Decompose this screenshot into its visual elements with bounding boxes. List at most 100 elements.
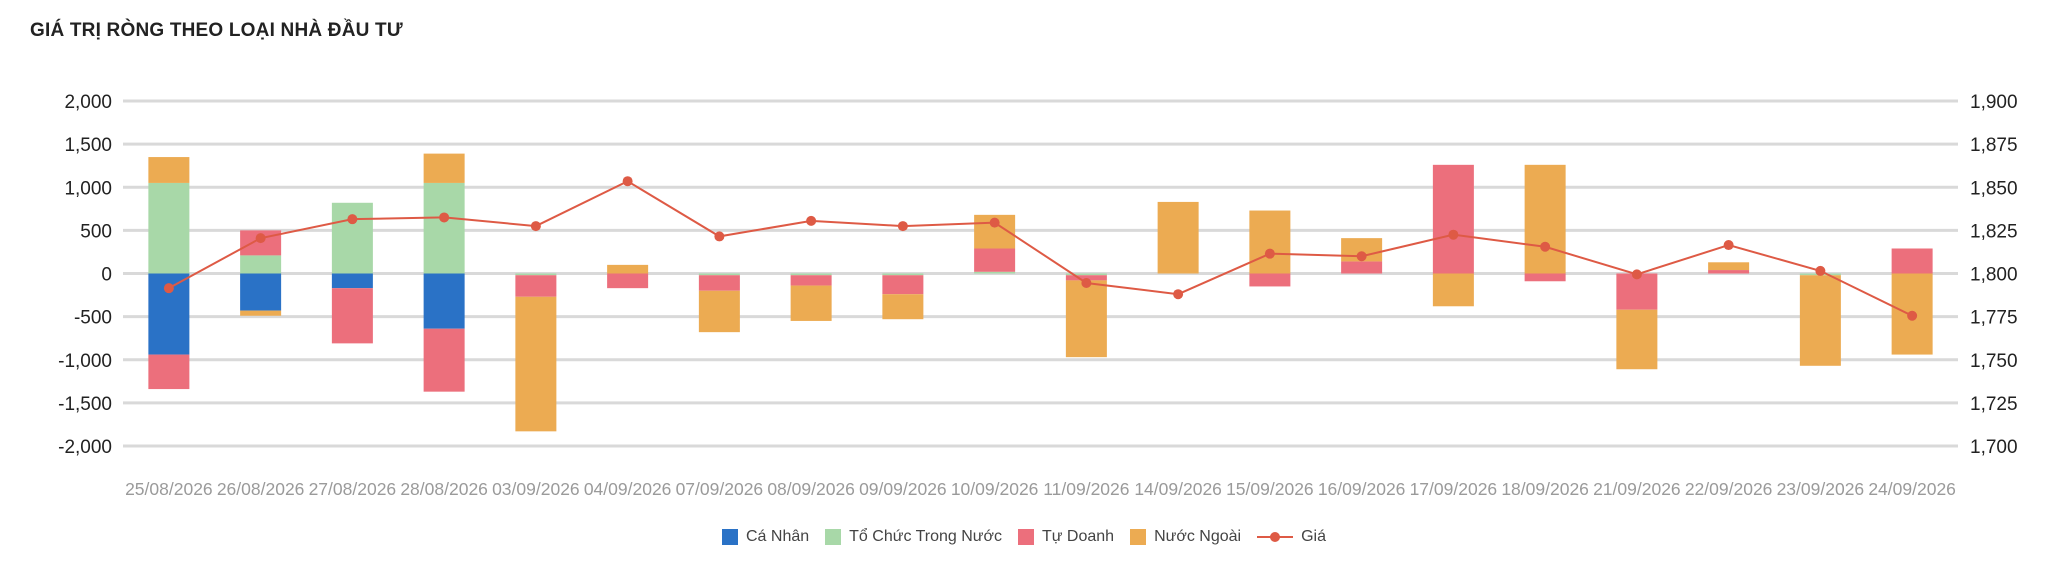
bar-segment — [423, 273, 465, 329]
bar-segment — [882, 273, 924, 276]
right-axis-tick-label: 1,900 — [1970, 92, 2018, 113]
right-axis-tick-label: 1,775 — [1970, 308, 2018, 329]
bar-segment — [882, 294, 924, 320]
x-axis-tick-label: 18/09/2026 — [1501, 479, 1589, 499]
bar-segment — [607, 273, 649, 289]
bar-segment — [1799, 275, 1841, 366]
x-axis-tick-label: 04/09/2026 — [584, 479, 672, 499]
price-point — [1081, 277, 1092, 288]
left-axis-tick-label: -2,000 — [58, 437, 112, 458]
left-axis-tick-label: 2,000 — [64, 92, 112, 113]
left-axis-tick-label: -1,500 — [58, 394, 112, 415]
x-axis-tick-label: 21/09/2026 — [1593, 479, 1681, 499]
bar-segment — [1249, 273, 1291, 287]
x-axis-tick-label: 03/09/2026 — [492, 479, 580, 499]
price-point — [1723, 240, 1734, 251]
left-y-axis: 2,000 1,500 1,000 500 0 -500 -1,000 -1,500 -2,00… — [58, 92, 112, 458]
price-point — [1448, 229, 1459, 240]
bar-segment — [148, 182, 190, 274]
legend-label: Tổ Chức Trong Nước — [849, 528, 1002, 545]
bar-segment — [148, 354, 190, 390]
x-axis-tick-label: 28/08/2026 — [400, 479, 488, 499]
legend-swatch-icon — [1018, 529, 1034, 545]
price-point — [1631, 269, 1642, 280]
price-point — [897, 221, 908, 232]
bar-segment — [423, 182, 465, 274]
price-line-path — [168, 180, 1913, 317]
legend-item[interactable]: Nước Ngoài — [1130, 528, 1241, 546]
x-axis-tick-label: 26/08/2026 — [217, 479, 305, 499]
bar-segment — [240, 255, 282, 274]
bar-segment — [1524, 273, 1566, 282]
legend-swatch-icon — [1130, 529, 1147, 545]
price-point — [1815, 265, 1826, 276]
right-axis-tick-label: 1,700 — [1970, 437, 2018, 458]
right-y-axis: 1,900 1,875 1,850 1,825 1,800 1,775 1,750 1,725… — [1970, 92, 2018, 458]
bar-segment — [882, 275, 924, 295]
right-axis-tick-label: 1,800 — [1970, 265, 2018, 286]
left-axis-tick-label: 1,000 — [64, 178, 112, 199]
price-point — [1356, 251, 1367, 262]
bar-segment — [515, 273, 557, 276]
x-axis-tick-label: 07/09/2026 — [676, 479, 764, 499]
x-axis-tick-label: 10/09/2026 — [951, 479, 1039, 499]
bar-segment — [1524, 164, 1566, 274]
bar-segment — [423, 153, 465, 183]
x-axis: 25/08/2026 26/08/2026 27/08/2026 28/08/2026… — [125, 479, 1956, 499]
bar-segment — [974, 271, 1016, 274]
bar-segment — [790, 273, 832, 276]
right-axis-tick-label: 1,875 — [1970, 135, 2018, 156]
bar-segment — [331, 273, 373, 289]
left-axis-tick-label: 500 — [80, 221, 112, 242]
gridlines — [123, 99, 1958, 448]
bar-segment — [1065, 273, 1107, 276]
left-axis-tick-label: 0 — [101, 265, 112, 286]
bar-segment — [1065, 275, 1107, 281]
bar-segment — [1708, 262, 1750, 271]
legend-item[interactable]: Tổ Chức Trong Nước — [825, 528, 1002, 546]
x-axis-tick-label: 22/09/2026 — [1685, 479, 1773, 499]
legend-item[interactable]: Tự Doanh — [1018, 528, 1114, 546]
price-point — [255, 233, 266, 244]
legend-item[interactable]: Giá — [1257, 528, 1326, 546]
x-axis-tick-label: 09/09/2026 — [859, 479, 947, 499]
bar-segment — [1891, 248, 1933, 274]
x-axis-tick-label: 16/09/2026 — [1318, 479, 1406, 499]
bar-segment — [1249, 210, 1291, 274]
left-axis-tick-label: 1,500 — [64, 135, 112, 156]
x-axis-tick-label: 17/09/2026 — [1410, 479, 1498, 499]
legend-swatch-icon — [722, 529, 738, 545]
left-axis-tick-label: -1,000 — [58, 351, 112, 372]
chart-title: GIÁ TRỊ RÒNG THEO LOẠI NHÀ ĐẦU TƯ — [30, 20, 403, 41]
bar-segment — [1432, 273, 1474, 307]
bar-segment — [698, 290, 740, 333]
right-axis-tick-label: 1,825 — [1970, 221, 2018, 242]
bar-segment — [331, 288, 373, 344]
bar-segment — [423, 328, 465, 392]
bar-segment — [1065, 280, 1107, 358]
price-point — [1173, 289, 1184, 300]
price-line — [163, 176, 1918, 321]
bar-segment — [1432, 164, 1474, 274]
bar-segment — [698, 275, 740, 291]
x-axis-tick-label: 27/08/2026 — [309, 479, 397, 499]
price-point — [714, 231, 725, 242]
price-point — [806, 215, 817, 226]
legend-line-marker-icon — [1257, 529, 1294, 545]
x-axis-tick-label: 15/09/2026 — [1226, 479, 1314, 499]
legend: Cá Nhân Tổ Chức Trong Nước Tự Doanh Nước Ng… — [0, 528, 2048, 546]
bar-segment — [1157, 201, 1199, 274]
legend-label: Giá — [1301, 528, 1326, 545]
bar-segment — [148, 157, 190, 183]
bar-segment — [240, 273, 282, 311]
bar-segment — [515, 296, 557, 432]
left-axis-tick-label: -500 — [74, 308, 112, 329]
x-axis-tick-label: 11/09/2026 — [1043, 479, 1129, 499]
legend-item[interactable]: Cá Nhân — [722, 528, 809, 546]
price-point — [1907, 310, 1918, 321]
price-point — [347, 214, 358, 225]
right-axis-tick-label: 1,725 — [1970, 394, 2018, 415]
bar-segment — [331, 202, 373, 274]
right-axis-tick-label: 1,850 — [1970, 178, 2018, 199]
